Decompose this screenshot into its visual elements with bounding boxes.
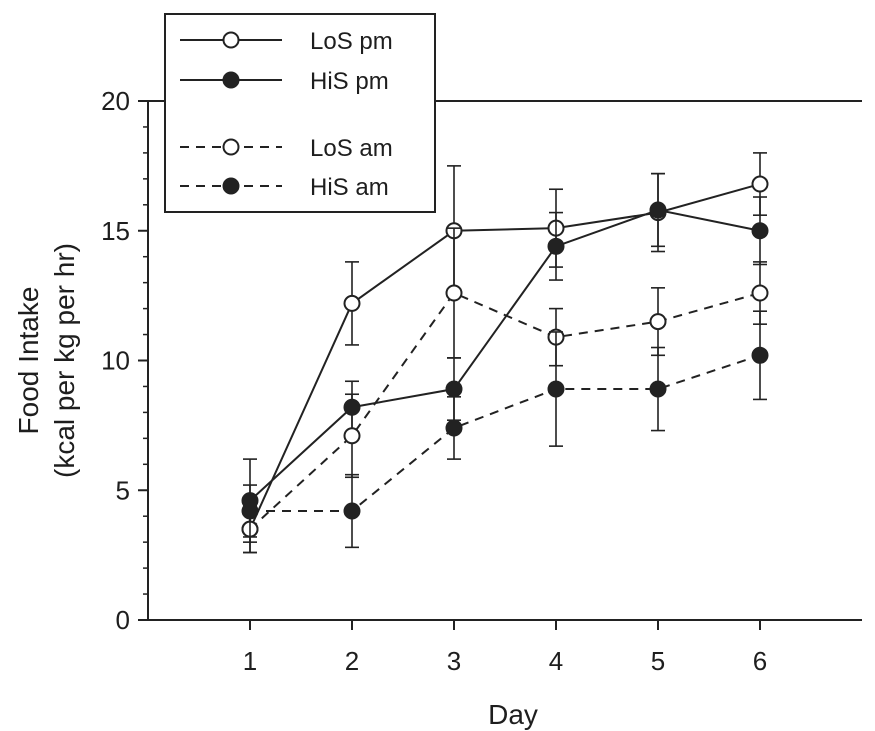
legend-item: LoS pm [180, 28, 393, 55]
legend-marker [222, 177, 240, 195]
x-axis-label: Day [488, 699, 538, 730]
y-tick-label: 5 [116, 475, 130, 505]
data-point [445, 380, 463, 398]
data-point [751, 222, 769, 240]
legend-marker [222, 31, 240, 49]
y-axis-label-line-2: (kcal per kg per hr) [49, 243, 80, 478]
series-layer [241, 152, 769, 554]
data-point [445, 284, 463, 302]
data-point [649, 380, 667, 398]
series-line [249, 291, 761, 530]
legend-item: LoS am [180, 135, 393, 162]
x-tick-label: 1 [243, 646, 257, 676]
y-axis-label-line-1: Food Intake [13, 287, 44, 435]
data-point [751, 175, 769, 193]
data-point [649, 201, 667, 219]
x-tick-label: 4 [549, 646, 563, 676]
legend-item: HiS pm [180, 68, 389, 95]
series-his-am [241, 310, 769, 549]
data-point [241, 502, 259, 520]
x-tick-label: 5 [651, 646, 665, 676]
legend-marker [222, 71, 240, 89]
legend-label: LoS pm [310, 28, 393, 55]
data-point [343, 427, 361, 445]
legend-label: HiS pm [310, 68, 389, 95]
series-line [249, 208, 761, 502]
data-point [343, 502, 361, 520]
y-tick-label: 15 [101, 216, 130, 246]
y-tick-label: 20 [101, 86, 130, 116]
data-point [751, 284, 769, 302]
legend-box [164, 13, 436, 213]
data-point [649, 313, 667, 331]
data-point [547, 237, 565, 255]
x-tick-label: 2 [345, 646, 359, 676]
y-tick-label: 10 [101, 346, 130, 376]
data-point [445, 419, 463, 437]
x-tick-label: 3 [447, 646, 461, 676]
legend-label: HiS am [310, 174, 389, 201]
data-point [751, 346, 769, 364]
series-line [250, 354, 761, 513]
series-line [249, 183, 761, 530]
legend-marker [222, 138, 240, 156]
series-los-am [241, 227, 769, 554]
data-point [343, 294, 361, 312]
legend: LoS pm HiS pm LoS am HiS am [164, 13, 436, 213]
data-point [547, 380, 565, 398]
x-tick-label: 6 [753, 646, 767, 676]
legend-label: LoS am [310, 135, 393, 162]
legend-item: HiS am [180, 174, 389, 201]
y-tick-label: 0 [116, 605, 130, 635]
